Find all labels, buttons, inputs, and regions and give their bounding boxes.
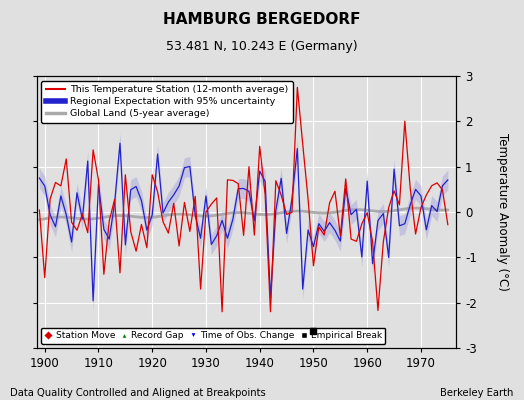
Text: HAMBURG BERGEDORF: HAMBURG BERGEDORF xyxy=(163,12,361,27)
Legend: Station Move, Record Gap, Time of Obs. Change, Empirical Break: Station Move, Record Gap, Time of Obs. C… xyxy=(41,328,386,344)
Y-axis label: Temperature Anomaly (°C): Temperature Anomaly (°C) xyxy=(496,133,509,291)
Text: Data Quality Controlled and Aligned at Breakpoints: Data Quality Controlled and Aligned at B… xyxy=(10,388,266,398)
Text: 53.481 N, 10.243 E (Germany): 53.481 N, 10.243 E (Germany) xyxy=(166,40,358,53)
Text: Berkeley Earth: Berkeley Earth xyxy=(440,388,514,398)
